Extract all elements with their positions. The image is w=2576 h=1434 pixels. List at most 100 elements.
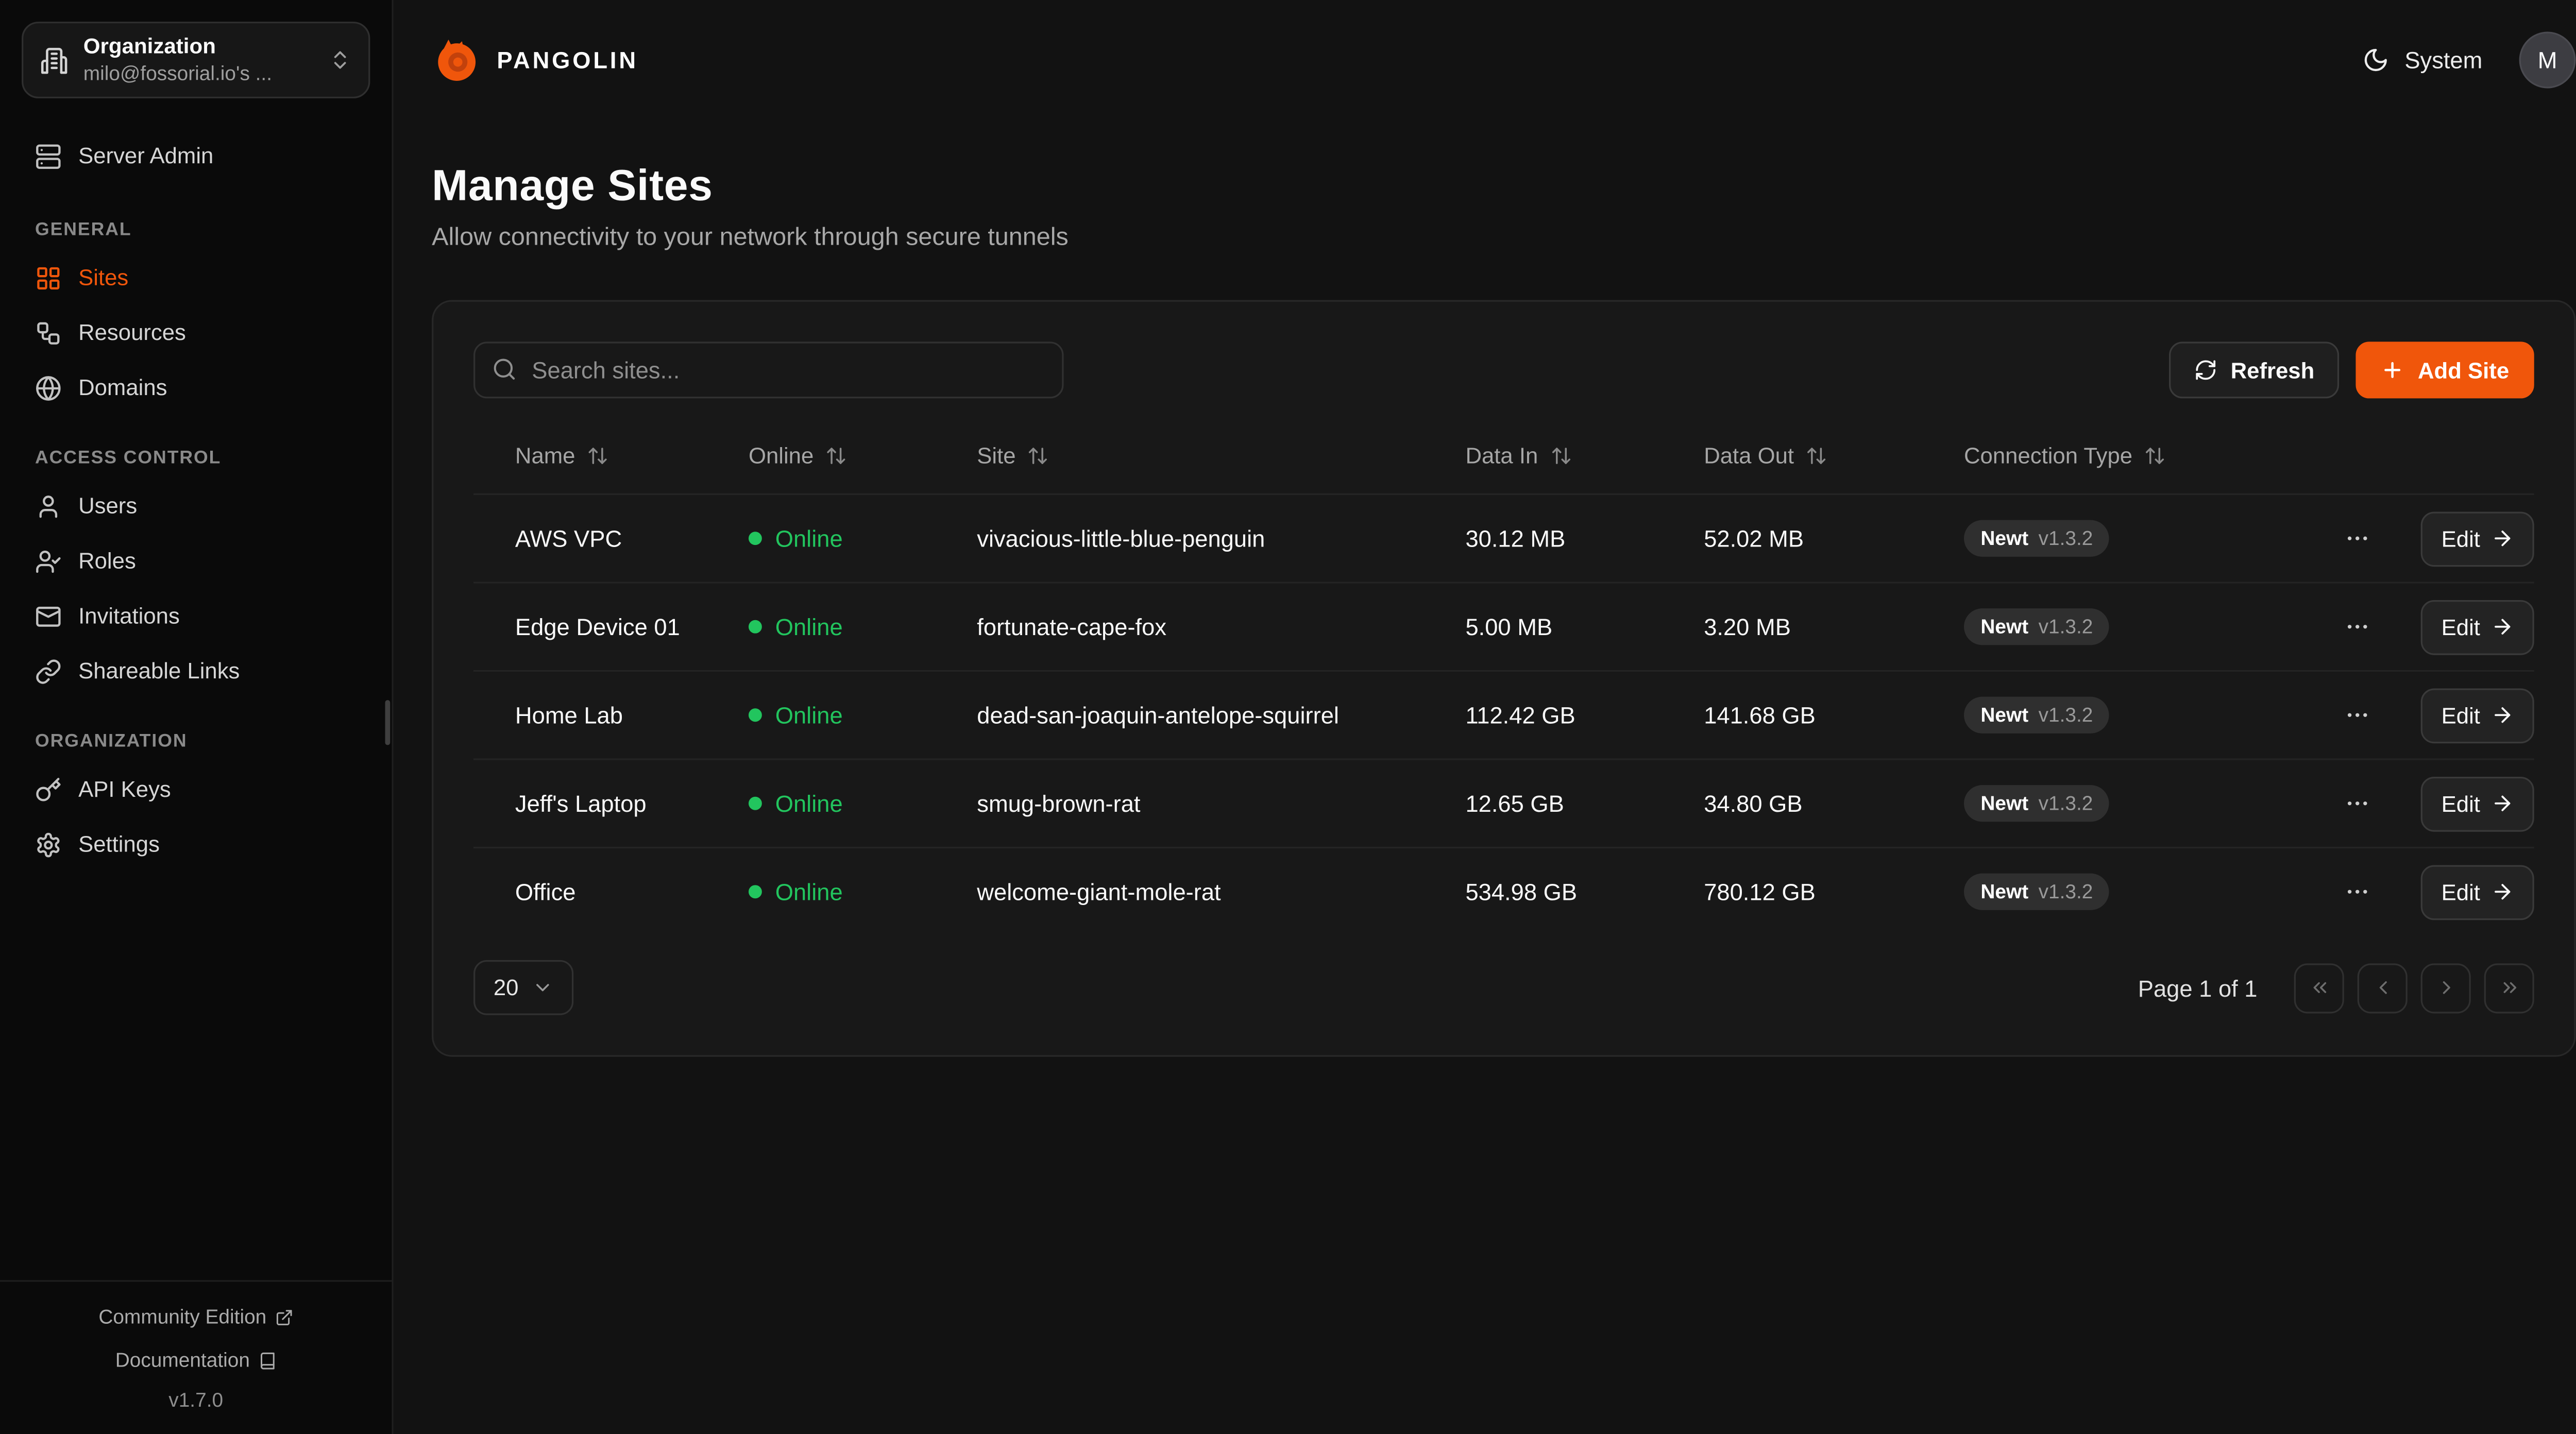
connection-type-badge: Newt v1.3.2 <box>1964 608 2110 645</box>
globe-icon <box>35 374 62 401</box>
ellipsis-icon <box>2347 536 2367 540</box>
column-header-online[interactable]: Online <box>749 442 977 468</box>
page-size-select[interactable]: 20 <box>473 960 574 1015</box>
row-actions-button[interactable] <box>2337 607 2404 647</box>
column-header-data-in[interactable]: Data In <box>1465 442 1704 468</box>
documentation-link[interactable]: Documentation <box>115 1348 277 1372</box>
arrow-right-icon <box>2490 792 2513 815</box>
row-actions-button[interactable] <box>2337 518 2404 558</box>
arrow-right-icon <box>2490 527 2513 550</box>
sidebar-item-shareable-links[interactable]: Shareable Links <box>22 647 370 695</box>
column-header-data-out[interactable]: Data Out <box>1704 442 1964 468</box>
plus-icon <box>2381 358 2404 382</box>
chevrons-right-icon <box>2502 982 2516 993</box>
column-header-name[interactable]: Name <box>515 442 749 468</box>
sidebar-footer: Community Edition Documentation v1.7.0 <box>0 1280 392 1434</box>
topbar: PANGOLIN System M <box>394 0 2576 120</box>
building-icon <box>40 46 69 74</box>
sidebar-item-label: Roles <box>78 548 136 574</box>
brand-name: PANGOLIN <box>497 46 638 74</box>
search-box <box>473 342 1064 399</box>
sidebar-item-server-admin[interactable]: Server Admin <box>22 132 370 180</box>
sidebar: Organization milo@fossorial.io's ... Ser… <box>0 0 394 1434</box>
arrow-right-icon <box>2490 615 2513 638</box>
table-row: Office Online welcome-giant-mole-rat 534… <box>473 846 2534 935</box>
add-site-button[interactable]: Add Site <box>2356 342 2534 399</box>
status-badge: Online <box>748 790 977 817</box>
page-info: Page 1 of 1 <box>2138 974 2258 1001</box>
first-page-button[interactable] <box>2294 962 2344 1013</box>
edit-button[interactable]: Edit <box>2420 510 2534 566</box>
section-heading-access-control: ACCESS CONTROL <box>35 448 222 469</box>
site-name: Home Lab <box>515 702 623 729</box>
version-label: v1.7.0 <box>168 1388 224 1412</box>
table-footer: 20 Page 1 of 1 <box>473 960 2534 1015</box>
site-slug: vivacious-little-blue-penguin <box>977 525 1265 552</box>
edit-button[interactable]: Edit <box>2420 776 2534 831</box>
user-check-icon <box>35 548 62 574</box>
row-actions-button[interactable] <box>2337 872 2404 912</box>
edit-button[interactable]: Edit <box>2420 599 2534 655</box>
online-dot-icon <box>748 532 762 545</box>
sidebar-item-resources[interactable]: Resources <box>22 309 370 357</box>
edit-button[interactable]: Edit <box>2420 687 2534 743</box>
edit-button[interactable]: Edit <box>2420 864 2534 919</box>
arrow-up-down-icon <box>825 444 847 466</box>
avatar[interactable]: M <box>2519 31 2576 89</box>
search-input[interactable] <box>473 342 1064 399</box>
search-icon <box>492 357 517 382</box>
org-switcher-title: Organization <box>83 32 216 58</box>
site-slug: dead-san-joaquin-antelope-squirrel <box>977 702 1339 729</box>
sidebar-scrollbar[interactable] <box>385 700 391 745</box>
theme-toggle[interactable]: System <box>2363 47 2482 73</box>
status-badge: Online <box>748 525 977 552</box>
sidebar-item-label: API Keys <box>78 776 171 802</box>
sidebar-item-label: Shareable Links <box>78 658 240 684</box>
sidebar-item-settings[interactable]: Settings <box>22 820 370 868</box>
sidebar-item-sites[interactable]: Sites <box>22 253 370 302</box>
table-row: Edge Device 01 Online fortunate-cape-fox… <box>473 582 2534 670</box>
row-actions-button[interactable] <box>2337 783 2404 824</box>
refresh-button[interactable]: Refresh <box>2168 342 2340 399</box>
sidebar-item-label: Users <box>78 493 138 519</box>
sidebar-item-roles[interactable]: Roles <box>22 537 370 585</box>
ellipsis-icon <box>2347 890 2367 894</box>
previous-page-button[interactable] <box>2357 962 2408 1013</box>
site-name: Jeff's Laptop <box>515 790 647 817</box>
sidebar-item-invitations[interactable]: Invitations <box>22 592 370 640</box>
table-row: AWS VPC Online vivacious-little-blue-pen… <box>473 493 2534 582</box>
online-dot-icon <box>748 885 762 899</box>
sites-toolbar: Refresh Add Site <box>473 342 2534 399</box>
arrow-up-down-icon <box>587 444 608 466</box>
data-in-value: 12.65 GB <box>1465 790 1564 817</box>
next-page-button[interactable] <box>2420 962 2471 1013</box>
column-header-connection-type[interactable]: Connection Type <box>1964 442 2337 468</box>
row-actions-button[interactable] <box>2337 695 2404 735</box>
sidebar-item-domains[interactable]: Domains <box>22 363 370 412</box>
sidebar-item-users[interactable]: Users <box>22 482 370 530</box>
table-body: AWS VPC Online vivacious-little-blue-pen… <box>473 493 2534 935</box>
table-header: Name Online Site Data In Data Out <box>473 417 2534 493</box>
arrow-up-down-icon <box>1027 444 1049 466</box>
arrow-right-icon <box>2490 880 2513 903</box>
site-name: AWS VPC <box>515 525 622 552</box>
main-content: PANGOLIN System M Manage Sites Allow con… <box>394 0 2576 1434</box>
last-page-button[interactable] <box>2484 962 2534 1013</box>
community-edition-link[interactable]: Community Edition <box>98 1305 293 1328</box>
org-switcher[interactable]: Organization milo@fossorial.io's ... <box>22 22 370 98</box>
sidebar-item-label: Server Admin <box>78 143 214 168</box>
column-header-site[interactable]: Site <box>977 442 1465 468</box>
sidebar-item-api-keys[interactable]: API Keys <box>22 765 370 813</box>
status-badge: Online <box>748 878 977 905</box>
site-name: Edge Device 01 <box>515 613 680 640</box>
online-dot-icon <box>748 708 762 722</box>
sidebar-item-label: Resources <box>78 320 186 345</box>
section-heading-organization: ORGANIZATION <box>35 731 188 752</box>
connection-type-badge: Newt v1.3.2 <box>1964 873 2110 910</box>
refresh-icon <box>2194 358 2217 382</box>
online-dot-icon <box>748 796 762 810</box>
connection-type-badge: Newt v1.3.2 <box>1964 785 2110 822</box>
mail-icon <box>35 603 62 629</box>
ellipsis-icon <box>2347 713 2367 717</box>
